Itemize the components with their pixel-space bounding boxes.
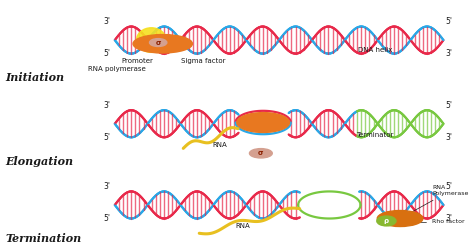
Text: ρ: ρ [384,218,389,224]
Text: 3': 3' [446,214,453,223]
Text: 5': 5' [103,49,110,58]
Text: 3': 3' [103,17,110,26]
Text: RNA: RNA [212,142,227,148]
Text: Sigma factor: Sigma factor [181,59,226,64]
Text: Terminator: Terminator [356,132,394,138]
Text: RNA
Polymerase: RNA Polymerase [407,185,468,215]
Text: Termination: Termination [5,233,82,244]
Ellipse shape [137,28,166,52]
Text: 3': 3' [446,49,453,58]
Text: RNA: RNA [235,223,250,229]
Text: Initiation: Initiation [5,72,64,83]
Text: 5': 5' [103,214,110,223]
Ellipse shape [133,34,192,53]
Text: 5': 5' [103,133,110,142]
Text: Rho factor: Rho factor [396,219,465,224]
Text: 3': 3' [103,101,110,110]
Ellipse shape [149,39,167,46]
Text: 5': 5' [446,17,453,26]
Ellipse shape [377,211,423,226]
Text: σ: σ [258,150,264,156]
Text: 5': 5' [446,101,453,110]
Text: Elongation: Elongation [5,156,73,167]
Ellipse shape [377,216,396,226]
Text: Promoter: Promoter [122,59,154,64]
Text: 3': 3' [103,182,110,191]
Text: σ: σ [155,39,161,46]
Ellipse shape [249,149,272,158]
Text: 5': 5' [446,182,453,191]
Text: RNA polymerase: RNA polymerase [88,66,146,72]
Text: 3': 3' [446,133,453,142]
Ellipse shape [237,113,290,132]
Text: DNA helix: DNA helix [358,47,392,53]
